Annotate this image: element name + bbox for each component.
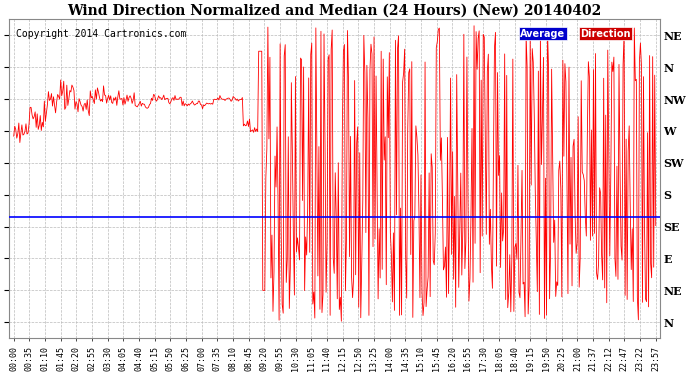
Text: Direction: Direction (580, 29, 631, 39)
Title: Wind Direction Normalized and Median (24 Hours) (New) 20140402: Wind Direction Normalized and Median (24… (68, 4, 602, 18)
Text: Copyright 2014 Cartronics.com: Copyright 2014 Cartronics.com (16, 29, 186, 39)
Text: Average: Average (520, 29, 566, 39)
